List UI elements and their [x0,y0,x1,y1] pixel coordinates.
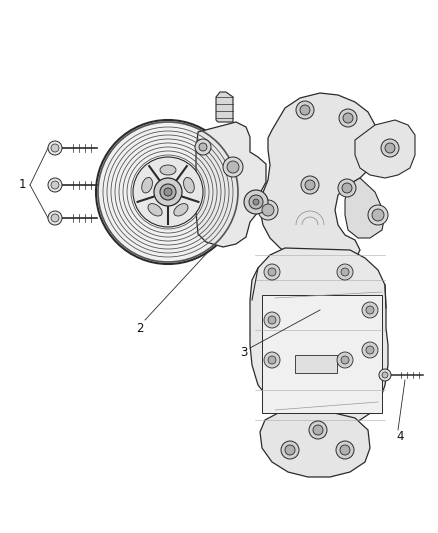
Circle shape [382,372,388,378]
Circle shape [133,157,203,227]
Circle shape [343,113,353,123]
Circle shape [227,161,239,173]
Ellipse shape [148,204,162,216]
Ellipse shape [174,204,188,216]
Circle shape [268,316,276,324]
Circle shape [264,264,280,280]
Circle shape [337,352,353,368]
Circle shape [340,445,350,455]
Polygon shape [355,120,415,178]
Circle shape [362,342,378,358]
Circle shape [51,181,59,189]
Circle shape [249,195,263,209]
Text: 1: 1 [18,179,26,191]
Circle shape [160,184,176,200]
Circle shape [366,346,374,354]
Polygon shape [196,122,266,247]
Circle shape [338,179,356,197]
Circle shape [342,183,352,193]
Ellipse shape [160,165,176,175]
Circle shape [336,441,354,459]
Circle shape [281,441,299,459]
Circle shape [48,178,62,192]
Circle shape [164,188,172,196]
Circle shape [362,302,378,318]
Polygon shape [345,178,385,238]
Text: 3: 3 [240,345,247,359]
Ellipse shape [142,177,152,193]
Circle shape [339,109,357,127]
Polygon shape [260,412,370,477]
Bar [295,355,337,373]
Circle shape [379,369,391,381]
Circle shape [268,268,276,276]
Text: 4: 4 [396,430,404,442]
Polygon shape [216,92,233,122]
Circle shape [51,144,59,152]
Circle shape [381,139,399,157]
Circle shape [337,264,353,280]
Circle shape [51,214,59,222]
Ellipse shape [184,177,194,193]
Circle shape [264,352,280,368]
Circle shape [199,143,207,151]
Circle shape [385,143,395,153]
Circle shape [313,425,323,435]
Circle shape [223,157,243,177]
Polygon shape [260,93,380,268]
Circle shape [305,180,315,190]
Circle shape [372,209,384,221]
Circle shape [244,190,268,214]
Circle shape [262,204,274,216]
Circle shape [341,356,349,364]
Bar [262,295,382,413]
Circle shape [96,120,240,264]
Circle shape [300,105,310,115]
Circle shape [253,199,259,205]
Circle shape [309,421,327,439]
Polygon shape [250,248,388,427]
Circle shape [285,445,295,455]
Circle shape [154,178,182,206]
Circle shape [301,176,319,194]
Circle shape [366,306,374,314]
Circle shape [258,200,278,220]
Circle shape [296,101,314,119]
Circle shape [264,312,280,328]
Circle shape [341,268,349,276]
Text: 2: 2 [136,321,144,335]
Circle shape [48,141,62,155]
Circle shape [195,139,211,155]
Circle shape [368,205,388,225]
Circle shape [268,356,276,364]
Circle shape [48,211,62,225]
